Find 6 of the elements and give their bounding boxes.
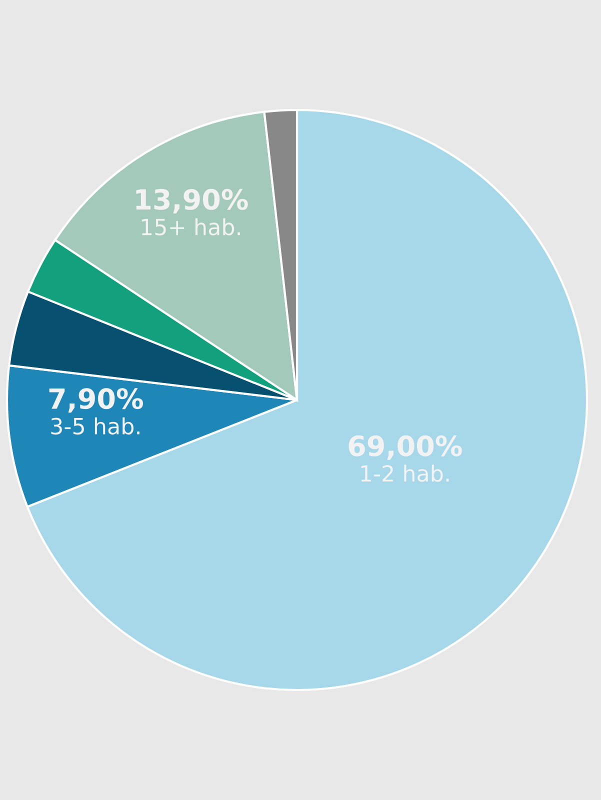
slice-label: 3-5 hab. xyxy=(51,417,140,435)
slice-label: 15+ hab. xyxy=(142,218,240,236)
slice-label: 1-2 hab. xyxy=(361,464,449,482)
data-label: 69,00% xyxy=(348,435,462,460)
data-label: 13,90% xyxy=(136,188,248,214)
data-label: 7,90% xyxy=(49,388,143,413)
